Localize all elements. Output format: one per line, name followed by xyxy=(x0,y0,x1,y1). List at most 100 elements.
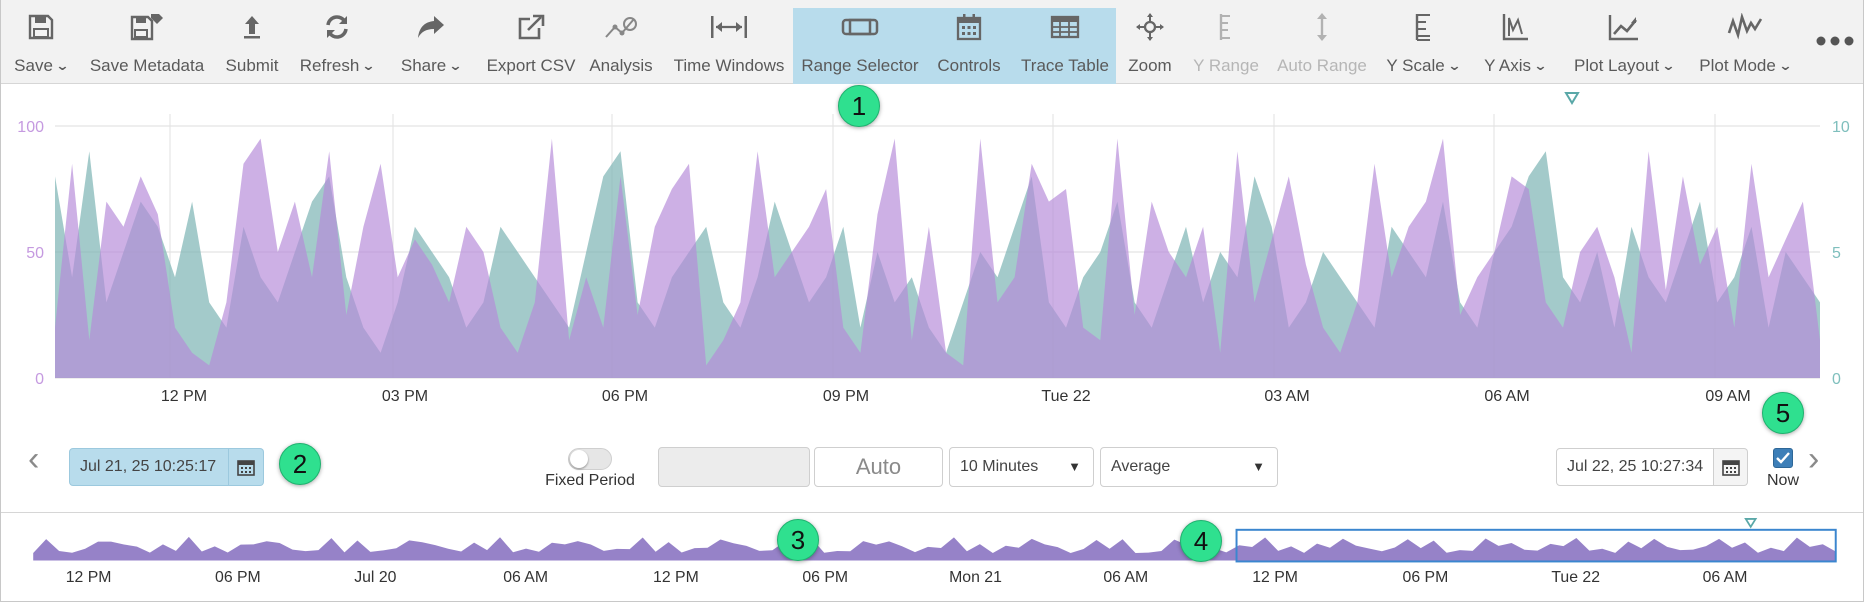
share-label: Share xyxy=(400,56,447,75)
y-range-button[interactable]: Y Range xyxy=(1191,8,1261,82)
calendar-icon xyxy=(956,14,982,41)
start-date-calendar-button[interactable] xyxy=(229,448,264,486)
callout-badge-4: 4 xyxy=(1180,520,1222,562)
x-tick-label: 09 AM xyxy=(1705,388,1750,405)
chevron-down-icon: ⌄ xyxy=(55,58,70,73)
toggle-knob xyxy=(570,450,588,468)
interval-value: 10 Minutes xyxy=(960,458,1039,475)
toolbar: Save ⌄ Save Metadata Submit Refresh ⌄ Shar… xyxy=(1,0,1863,84)
time-windows-label: Time Windows xyxy=(673,56,785,75)
submit-button[interactable]: Submit xyxy=(221,8,283,82)
time-windows-icon xyxy=(711,16,747,38)
analysis-button[interactable]: Analysis xyxy=(587,8,655,82)
trace-table-label: Trace Table xyxy=(1021,56,1109,75)
save-metadata-button[interactable]: Save Metadata xyxy=(89,8,205,82)
plot-layout-icon xyxy=(1608,15,1638,41)
interval-select[interactable]: 10 Minutes ▼ xyxy=(949,447,1094,487)
chevron-down-icon: ⌄ xyxy=(1661,58,1676,73)
time-windows-button[interactable]: Time Windows xyxy=(671,8,787,82)
export-csv-button[interactable]: Export CSV xyxy=(483,8,579,82)
end-date-calendar-button[interactable] xyxy=(1714,448,1748,486)
start-date-input[interactable]: Jul 21, 25 10:25:17 xyxy=(69,448,229,486)
callout-number: 5 xyxy=(1775,397,1791,428)
navigator-tick-label: Tue 22 xyxy=(1551,569,1600,586)
share-button[interactable]: Share ⌄ xyxy=(395,8,467,82)
calendar-icon xyxy=(1721,460,1740,476)
x-tick-label: Tue 22 xyxy=(1041,388,1090,405)
y-scale-label: Y Scale xyxy=(1386,56,1445,75)
x-tick-label: 03 AM xyxy=(1264,388,1309,405)
chevron-down-icon: ⌄ xyxy=(1778,58,1793,73)
save-metadata-label: Save Metadata xyxy=(89,56,205,75)
end-date-input[interactable]: Jul 22, 25 10:27:34 xyxy=(1556,448,1714,486)
auto-range-button[interactable]: Auto Range xyxy=(1277,8,1367,82)
refresh-button[interactable]: Refresh ⌄ xyxy=(297,8,377,82)
trace-table-button[interactable]: Trace Table xyxy=(1021,8,1109,82)
range-navigator[interactable]: 12 PM 06 PM Jul 20 06 AM 12 PM 06 PM Mon 21 06 … xyxy=(1,512,1863,601)
y-left-tick-label: 50 xyxy=(26,245,44,262)
y-scale-icon xyxy=(1415,14,1430,41)
next-arrow-icon[interactable]: › xyxy=(1808,440,1820,478)
y-right-tick-label: 10 xyxy=(1832,119,1850,136)
y-right-tick-label: 5 xyxy=(1832,245,1841,262)
x-tick-label: 03 PM xyxy=(382,388,428,405)
caret-down-icon: ▼ xyxy=(1252,459,1265,474)
callout-badge-3: 3 xyxy=(777,519,819,561)
analysis-label: Analysis xyxy=(589,56,653,75)
navigator-marker-icon xyxy=(1744,518,1758,529)
navigator-tick-label: 12 PM xyxy=(1252,569,1298,586)
more-dots-icon xyxy=(1816,36,1854,46)
navigator-tick-label: 06 PM xyxy=(1403,569,1449,586)
navigator-tick-label: 06 PM xyxy=(215,569,261,586)
floppy-icon xyxy=(28,14,54,40)
y-scale-button[interactable]: Y Scale ⌄ xyxy=(1385,8,1461,82)
auto-range-label: Auto Range xyxy=(1277,56,1367,75)
range-selector-button[interactable]: Range Selector xyxy=(799,8,921,82)
plot-layout-button[interactable]: Plot Layout ⌄ xyxy=(1569,8,1679,82)
controls-button[interactable]: Controls xyxy=(933,8,1005,82)
share-arrow-icon xyxy=(418,16,444,38)
navigator-tick-label: 06 AM xyxy=(1103,569,1148,586)
export-icon xyxy=(518,14,545,40)
chevron-down-icon: ⌄ xyxy=(1447,58,1462,73)
fixed-period-label: Fixed Period xyxy=(545,472,635,489)
floppy-tag-icon xyxy=(130,14,163,41)
y-range-label: Y Range xyxy=(1193,56,1259,75)
refresh-icon xyxy=(326,15,348,39)
chevron-down-icon: ⌄ xyxy=(361,58,376,73)
save-button[interactable]: Save ⌄ xyxy=(11,8,71,82)
table-icon xyxy=(1050,15,1080,39)
prev-arrow-icon[interactable]: ‹ xyxy=(28,440,40,478)
zoom-button[interactable]: Zoom xyxy=(1125,8,1175,82)
controls-label: Controls xyxy=(937,56,1001,75)
callout-number: 4 xyxy=(1193,525,1209,556)
caret-down-icon: ▼ xyxy=(1068,459,1081,474)
start-date-text: Jul 21, 25 10:25:17 xyxy=(80,458,217,475)
plot-mode-label: Plot Mode xyxy=(1699,56,1776,75)
callout-number: 2 xyxy=(292,448,308,479)
fixed-period-toggle[interactable] xyxy=(568,448,612,470)
now-checkbox[interactable] xyxy=(1773,448,1793,468)
cursor-marker-icon[interactable] xyxy=(1564,92,1580,105)
export-csv-label: Export CSV xyxy=(486,56,576,75)
navigator-tick-label: 12 PM xyxy=(66,569,112,586)
period-input[interactable] xyxy=(658,447,810,487)
navigator-selection[interactable] xyxy=(1235,528,1837,563)
plot-mode-icon xyxy=(1727,13,1763,40)
callout-number: 3 xyxy=(790,524,806,555)
y-axis-button[interactable]: Y Axis ⌄ xyxy=(1479,8,1551,82)
more-button[interactable] xyxy=(1813,8,1857,82)
calendar-icon xyxy=(237,460,255,476)
plot-mode-button[interactable]: Plot Mode ⌄ xyxy=(1695,8,1795,82)
callout-number: 1 xyxy=(851,90,867,121)
y-axis-label: Y Axis xyxy=(1484,56,1532,75)
auto-button[interactable]: Auto xyxy=(814,447,943,487)
submit-label: Submit xyxy=(225,56,279,75)
main-chart[interactable]: 0 50 100 0 5 10 12 PM 03 PM 06 PM 09 PM Tue 22 03 … xyxy=(0,84,1864,414)
range-selector-icon xyxy=(841,18,879,36)
auto-range-icon xyxy=(1317,13,1327,41)
navigator-tick-label: 06 PM xyxy=(802,569,848,586)
save-label: Save xyxy=(14,56,53,75)
aggregation-select[interactable]: Average ▼ xyxy=(1100,447,1278,487)
x-tick-label: 09 PM xyxy=(823,388,869,405)
